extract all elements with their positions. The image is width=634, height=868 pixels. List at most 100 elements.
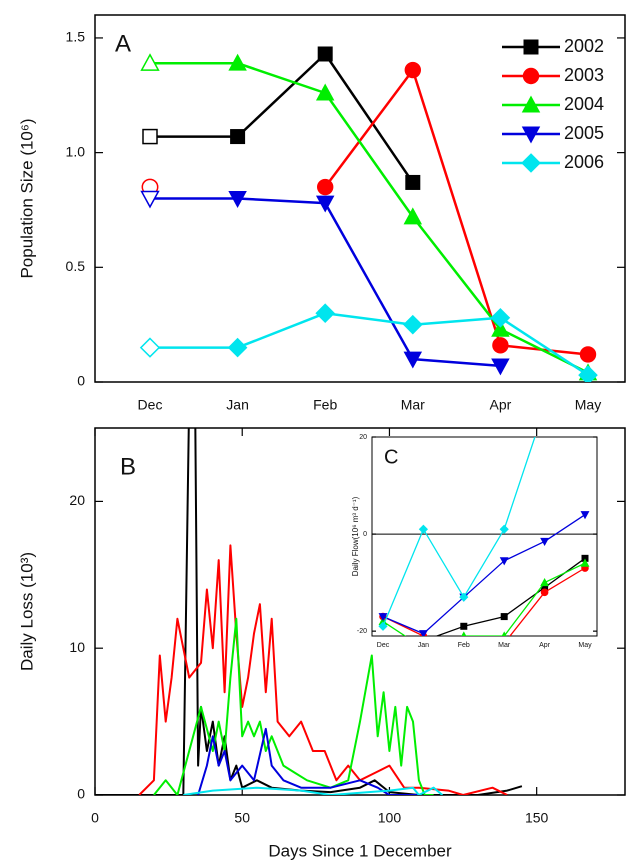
series-line (382, 514, 586, 635)
series-line (183, 786, 444, 795)
marker (403, 351, 423, 369)
y-tick-label: 0 (77, 786, 85, 802)
marker (580, 558, 590, 567)
panel-label: C (384, 446, 398, 468)
marker (315, 195, 335, 213)
marker (317, 46, 333, 62)
x-tick-label: Feb (313, 397, 337, 413)
marker (491, 358, 510, 376)
marker (499, 557, 509, 566)
x-tick-label: May (575, 397, 601, 413)
series-line (138, 544, 508, 795)
marker (378, 621, 388, 631)
y-tick-label: -20 (357, 628, 367, 635)
marker (501, 631, 507, 636)
plot-frame (371, 436, 598, 637)
marker (228, 53, 247, 71)
marker (459, 592, 469, 602)
x-tick-label: 150 (525, 810, 549, 826)
plot-area (139, 46, 598, 382)
marker (228, 191, 247, 208)
marker (317, 178, 334, 196)
series-line (150, 61, 589, 374)
plot-frame (94, 427, 626, 796)
marker (578, 365, 598, 382)
series-line (150, 52, 414, 184)
marker (540, 577, 550, 587)
marker (540, 537, 550, 546)
marker (230, 129, 246, 145)
x-tick-label: Apr (490, 397, 512, 413)
x-tick-label: Mar (498, 642, 511, 649)
x-tick-label: 100 (378, 810, 402, 826)
marker (490, 307, 511, 328)
legend-label: 2006 (564, 152, 604, 172)
marker (378, 613, 388, 622)
series-line (95, 428, 523, 795)
marker (461, 631, 467, 636)
x-tick-label: Jan (226, 397, 249, 413)
x-tick-label: 50 (234, 810, 250, 826)
plot-area (95, 428, 523, 795)
marker (403, 207, 423, 225)
y-axis-label: Daily Flow(10⁶ m³ d⁻¹) (351, 496, 360, 576)
legend-label: 2004 (564, 94, 604, 114)
series-line (197, 727, 419, 795)
marker (404, 61, 421, 79)
x-tick-label: 0 (91, 810, 99, 826)
panel-label: B (120, 453, 136, 480)
legend-marker (521, 126, 541, 144)
marker (140, 53, 160, 71)
marker (418, 524, 429, 534)
y-tick-label: 20 (69, 492, 85, 508)
legend-label: 2005 (564, 123, 604, 143)
marker (142, 128, 158, 145)
legend-label: 2003 (564, 65, 604, 85)
y-tick-label: 0 (363, 531, 367, 538)
marker (541, 404, 549, 412)
marker (540, 588, 549, 597)
marker (491, 319, 510, 337)
series-line (382, 567, 586, 636)
marker (315, 83, 335, 101)
marker (418, 630, 428, 636)
series-line (382, 562, 586, 636)
panel-label: A (115, 30, 131, 57)
marker (139, 337, 161, 358)
marker (492, 337, 509, 354)
x-axis-label: Days Since 1 December (268, 841, 452, 860)
plot-frame (94, 14, 626, 383)
series-line (150, 197, 501, 368)
x-tick-label: Feb (458, 642, 470, 649)
y-tick-label: 1.0 (66, 143, 86, 159)
x-tick-label: May (578, 642, 592, 649)
x-tick-label: Dec (377, 642, 390, 649)
y-axis-label: Population Size (10⁶) (17, 118, 36, 278)
series-line (150, 311, 589, 377)
legend-label: 2002 (564, 36, 604, 56)
y-tick-label: 1.5 (66, 29, 86, 45)
marker (140, 190, 160, 209)
series-line (435, 557, 586, 636)
x-tick-label: Jan (418, 642, 429, 649)
x-tick-label: Mar (401, 397, 425, 413)
marker (500, 613, 508, 621)
marker (460, 622, 468, 630)
marker (402, 314, 423, 335)
legend-marker (521, 95, 541, 113)
y-tick-label: 20 (359, 434, 367, 441)
y-tick-label: 10 (69, 639, 85, 655)
marker (227, 337, 248, 358)
x-tick-label: Apr (539, 642, 551, 649)
marker (405, 174, 421, 190)
marker (315, 303, 336, 323)
legend-marker (521, 153, 541, 173)
y-tick-label: 0 (77, 373, 85, 389)
marker (499, 524, 509, 534)
legend-marker (523, 39, 539, 55)
y-tick-label: 0.5 (66, 258, 86, 274)
legend-marker (522, 67, 540, 85)
y-axis-label: Daily Loss (10³) (17, 552, 36, 671)
x-tick-label: Dec (138, 397, 163, 413)
